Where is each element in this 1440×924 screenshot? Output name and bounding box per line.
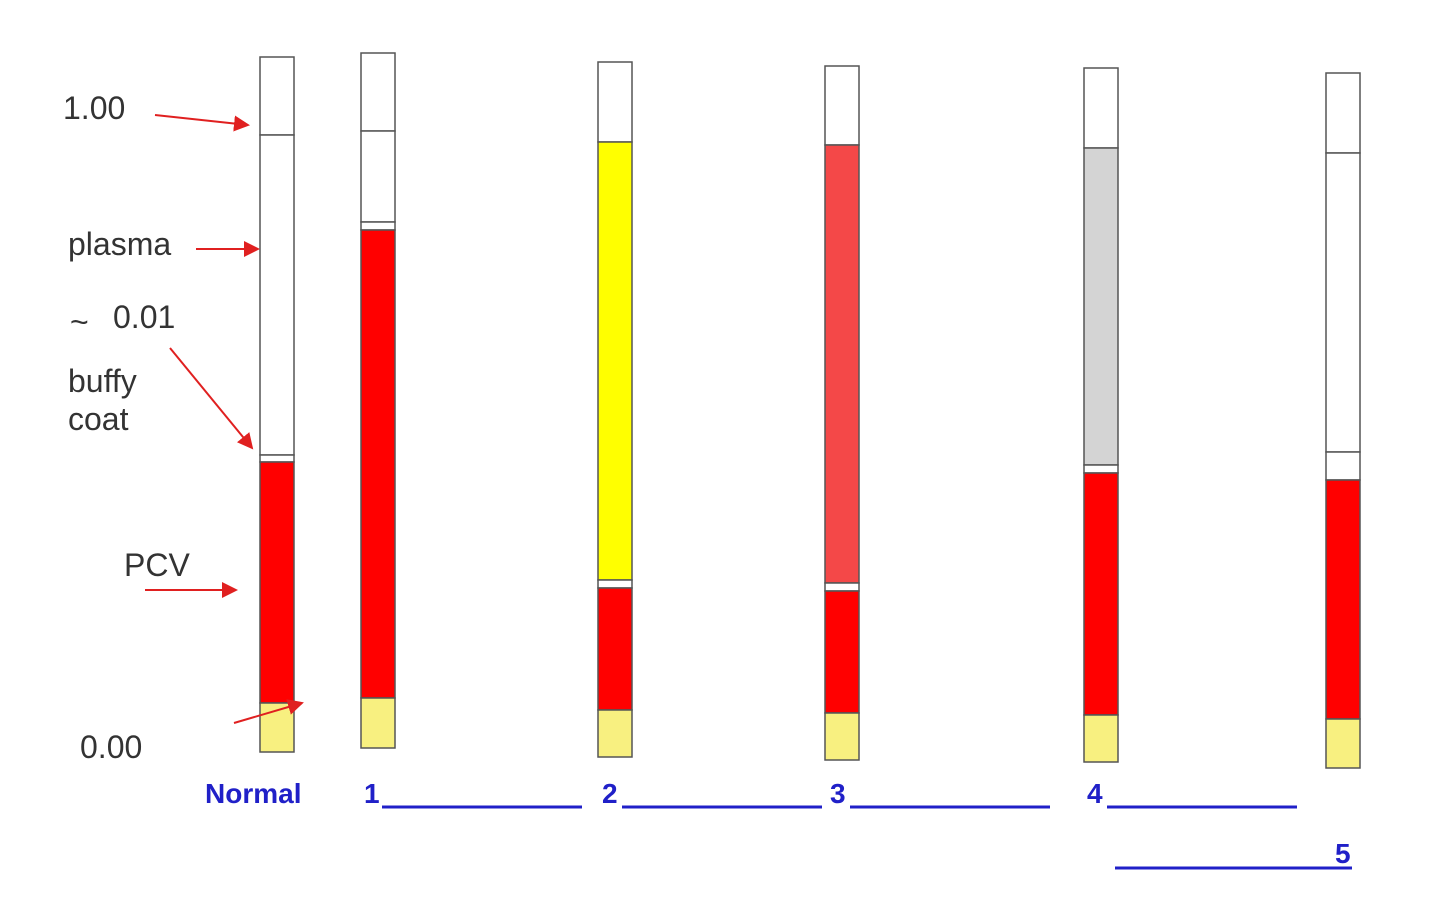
underlines [382,805,1352,870]
tube-label: 5 [1335,838,1351,869]
label-plasma: plasma [68,226,171,262]
arrows [145,114,304,724]
tube-segment [1083,464,1119,474]
label-buffy-value: 0.01 [113,299,175,335]
tube-segment [1325,152,1361,453]
tube-segment [1083,472,1119,716]
tube [597,61,633,758]
tube-segment [360,697,396,749]
tube-segment [597,709,633,758]
tube-segment [824,590,860,714]
tube [360,52,396,749]
tube-label: Normal [205,778,301,809]
tube-segment [824,712,860,761]
tube-segment [360,52,396,132]
label-pcv: PCV [124,547,190,583]
tube-segment [824,65,860,146]
label-coat: coat [68,401,129,437]
tube-segment [1325,451,1361,481]
tubes [259,52,1361,769]
tube-segment [597,61,633,143]
tube-segment [1083,67,1119,149]
tube-segment [1325,72,1361,154]
tube-segment [360,221,396,231]
label-tilde: ~ [70,304,89,340]
label-buffy: buffy [68,363,137,399]
tube [1325,72,1361,769]
tube-segment [824,582,860,592]
label-bottom: 0.00 [80,729,142,765]
arrow [233,699,304,724]
tube-segment [360,130,396,223]
tube [259,56,295,753]
tube-segment [597,587,633,711]
tube-segment [1083,147,1119,466]
tube-label: 3 [830,778,846,809]
tube-segment [259,56,295,136]
tube-segment [824,144,860,584]
tube-label: 2 [602,778,618,809]
tube [824,65,860,761]
label-top: 1.00 [63,90,125,126]
tube-segment [1325,718,1361,769]
tube-segment [1083,714,1119,763]
tube-segment [1325,479,1361,720]
tube-segment [259,461,295,704]
tube-segment [259,454,295,463]
tube-label: 1 [364,778,380,809]
arrow [169,347,254,450]
tube-segment [259,134,295,456]
tube-segment [360,229,396,699]
tube-segment [597,141,633,581]
tube-label: 4 [1087,778,1103,809]
tube-segment [597,579,633,589]
tube [1083,67,1119,763]
arrow [154,114,250,132]
